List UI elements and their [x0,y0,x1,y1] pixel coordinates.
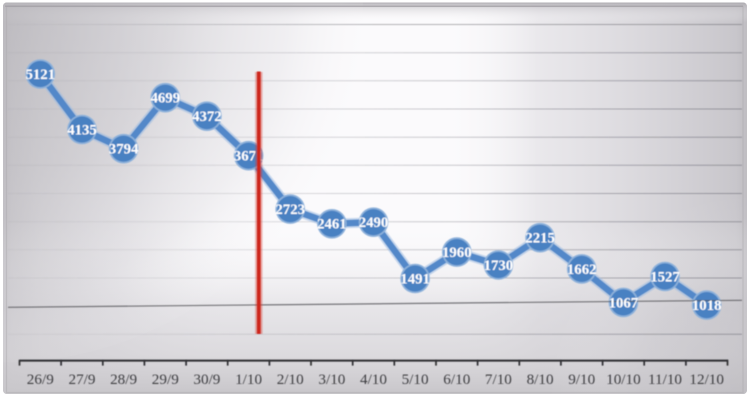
svg-text:1527: 1527 [650,269,680,285]
svg-text:4699: 4699 [151,91,181,107]
svg-text:29/9: 29/9 [152,371,179,388]
svg-text:1730: 1730 [484,258,514,274]
svg-text:1/10: 1/10 [235,371,262,388]
svg-text:5/10: 5/10 [402,371,429,388]
svg-text:8/10: 8/10 [527,371,554,388]
svg-text:9/10: 9/10 [568,371,595,388]
svg-text:27/9: 27/9 [68,371,95,388]
svg-text:2490: 2490 [359,215,389,231]
svg-text:3794: 3794 [109,142,139,158]
svg-text:7/10: 7/10 [485,371,512,388]
svg-text:2461: 2461 [317,217,347,233]
svg-text:2215: 2215 [525,231,555,247]
svg-text:11/10: 11/10 [648,371,682,388]
svg-text:4135: 4135 [67,122,97,138]
svg-text:30/9: 30/9 [193,371,220,388]
svg-text:1018: 1018 [692,298,722,314]
svg-text:26/9: 26/9 [27,371,54,388]
svg-text:12/10: 12/10 [689,371,724,388]
svg-text:1662: 1662 [567,262,597,278]
svg-text:1067: 1067 [609,295,639,311]
svg-text:3/10: 3/10 [318,371,345,388]
svg-text:2/10: 2/10 [277,371,304,388]
svg-text:10/10: 10/10 [606,371,641,388]
svg-text:28/9: 28/9 [110,371,137,388]
svg-text:2723: 2723 [275,202,305,218]
svg-text:6/10: 6/10 [443,371,470,388]
svg-text:5121: 5121 [26,67,56,83]
svg-text:4/10: 4/10 [360,371,387,388]
svg-text:4372: 4372 [192,109,222,125]
svg-text:1960: 1960 [442,245,472,261]
svg-text:1491: 1491 [400,271,430,287]
